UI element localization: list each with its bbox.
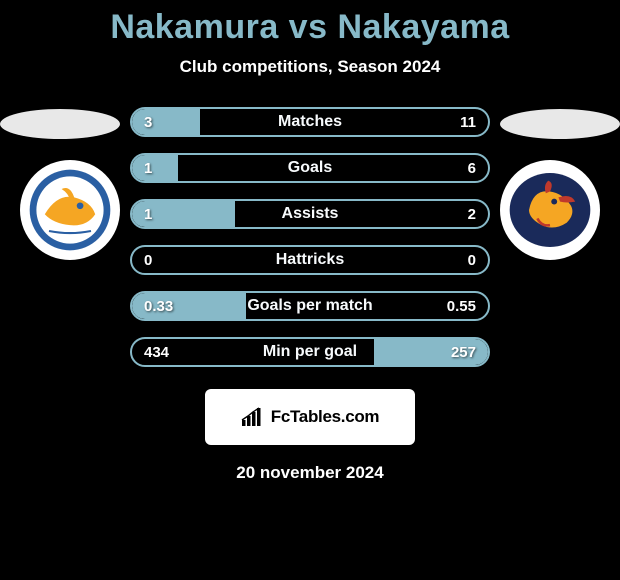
vegalta-logo-icon bbox=[508, 168, 592, 252]
page-title: Nakamura vs Nakayama bbox=[0, 0, 620, 47]
stat-fill-left bbox=[132, 155, 178, 181]
stat-value-right: 0 bbox=[468, 247, 476, 273]
stat-row: 0.330.55Goals per match bbox=[130, 291, 490, 321]
stat-value-right: 2 bbox=[468, 201, 476, 227]
stat-fill-left bbox=[132, 293, 246, 319]
stat-label: Goals bbox=[132, 155, 488, 181]
stat-row: 311Matches bbox=[130, 107, 490, 137]
comparison-bars: 311Matches 16Goals 12Assists 0 0Hattricks 0.3… bbox=[130, 107, 490, 383]
stat-fill-left bbox=[132, 201, 235, 227]
vvaren-logo-icon bbox=[28, 168, 112, 252]
stat-value-right: 11 bbox=[460, 109, 476, 135]
club-logo-right bbox=[500, 160, 600, 260]
fctables-logo-icon bbox=[241, 407, 265, 427]
stat-value-right: 6 bbox=[468, 155, 476, 181]
stat-fill-right bbox=[374, 339, 488, 365]
stat-label: Hattricks bbox=[132, 247, 488, 273]
footer-date: 20 november 2024 bbox=[0, 463, 620, 483]
base-oval-right bbox=[500, 109, 620, 139]
stat-row: 0 0Hattricks bbox=[130, 245, 490, 275]
stat-value-left: 434 bbox=[144, 339, 169, 365]
source-label: FcTables.com bbox=[271, 407, 380, 427]
base-oval-left bbox=[0, 109, 120, 139]
stat-fill-left bbox=[132, 109, 200, 135]
club-logo-left bbox=[20, 160, 120, 260]
stat-row: 16Goals bbox=[130, 153, 490, 183]
stat-value-right: 0.55 bbox=[447, 293, 476, 319]
stat-value-left: 0 bbox=[144, 247, 152, 273]
source-badge[interactable]: FcTables.com bbox=[205, 389, 415, 445]
page-subtitle: Club competitions, Season 2024 bbox=[0, 57, 620, 77]
stat-row: 434257Min per goal bbox=[130, 337, 490, 367]
stat-row: 12Assists bbox=[130, 199, 490, 229]
comparison-arena: 311Matches 16Goals 12Assists 0 0Hattricks 0.3… bbox=[0, 107, 620, 387]
